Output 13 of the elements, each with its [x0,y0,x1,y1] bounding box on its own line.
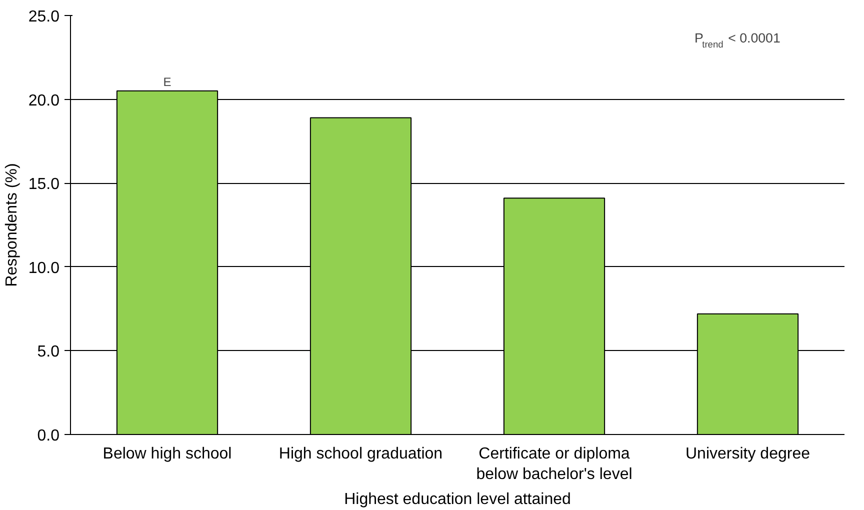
annotation: E [163,74,172,89]
y-tick-label: 5.0 [37,344,60,361]
y-tick-label: 15.0 [28,176,60,194]
y-tick-label: 10.0 [28,260,60,277]
x-tick-label: University degree [686,446,810,462]
x-axis-title: Highest education level attained [344,490,571,508]
y-tick-label: 20.0 [28,92,60,110]
y-axis-title: Respondents (%) [3,163,20,287]
x-tick-label: Certificate or diploma below bachelor's level [476,446,632,483]
y-tick-label: 0.0 [37,428,60,444]
y-tick-label: 25.0 [28,8,60,26]
x-tick-label: Below high school [102,446,232,462]
x-tick-label: High school graduation [278,446,443,462]
